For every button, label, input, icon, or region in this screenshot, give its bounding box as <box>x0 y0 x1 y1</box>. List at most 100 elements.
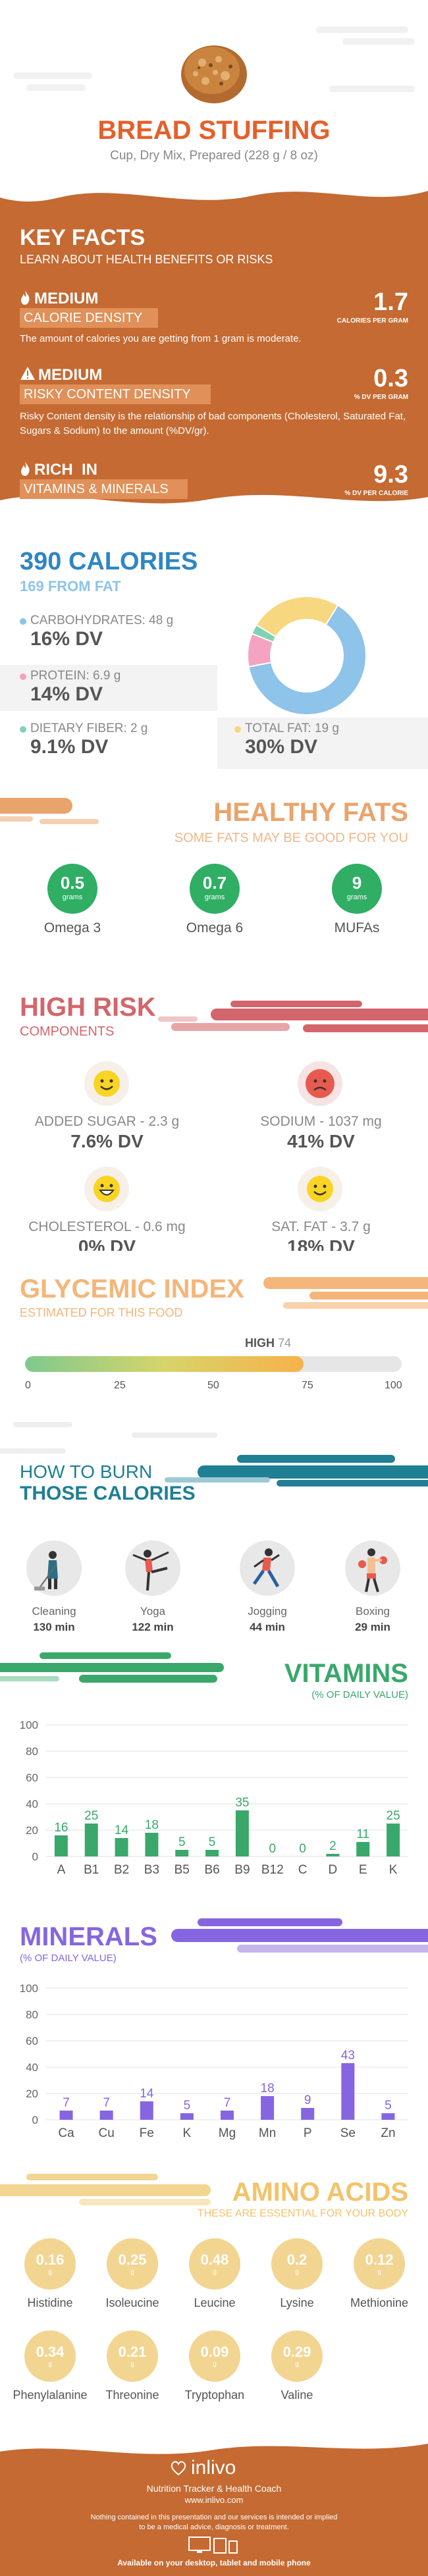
amino-value: 0.48 <box>200 2251 229 2268</box>
phenylalanine-circle: 0.34 g <box>24 2330 76 2382</box>
histidine-circle: 0.16 g <box>24 2238 76 2290</box>
footer-section: inlivo Nutrition Tracker & Health Coach … <box>0 2436 428 2576</box>
glycemic-bar-fill <box>25 1356 304 1372</box>
fiber-dv: 9.1% DV <box>30 736 109 758</box>
bar-value-label: 5 <box>184 2099 191 2113</box>
fact-value: 0.3 <box>373 365 408 392</box>
x-tick-label: Mn <box>259 2126 276 2140</box>
high-risk-title: HIGH RISK <box>20 993 156 1022</box>
vitamin-bar-b1 <box>84 1824 98 1856</box>
cleaning-circle <box>26 1540 82 1596</box>
footer-url[interactable]: www.inlivo.com <box>184 2495 244 2505</box>
mineral-bar-mn <box>261 2096 275 2120</box>
food-title: BREAD STUFFING <box>97 116 331 145</box>
fact-unit: CALORIES PER GRAM <box>336 317 408 325</box>
footer-available: Available on your desktop, tablet and mo… <box>117 2558 311 2567</box>
omega3-unit: grams <box>62 893 83 901</box>
x-tick-label: A <box>57 1863 66 1877</box>
protein-dv: 14% DV <box>30 683 103 705</box>
vitamin-bar-b2 <box>115 1838 128 1856</box>
glycemic-tick: 50 <box>207 1380 219 1391</box>
minerals-subtitle: (% OF DAILY VALUE) <box>20 1953 117 1964</box>
amino-unit: g <box>48 2269 52 2276</box>
calories-from-fat: 169 FROM FAT <box>20 578 121 594</box>
cleaning-icon <box>34 1551 58 1590</box>
jogging-label: Jogging <box>248 1605 287 1617</box>
healthy-fats-section: HEALTHY FATS SOME FATS MAY BE GOOD FOR Y… <box>0 783 428 974</box>
fact-name-bar <box>20 479 188 499</box>
happy-face-icon <box>298 1167 342 1211</box>
fiber-label: DIETARY FIBER: 2 g <box>30 722 148 735</box>
glycemic-level: HIGH <box>245 1336 275 1350</box>
amino-unit: g <box>377 2269 381 2276</box>
bar-value-label: 5 <box>209 1835 216 1849</box>
fact-desc: Risky Content density is the relationshi… <box>20 411 406 436</box>
vitamin-bar-b3 <box>145 1833 159 1856</box>
mineral-bar-zn <box>381 2113 395 2120</box>
burn-title-1: HOW TO BURN <box>20 1461 153 1482</box>
vitamins-subtitle: (% OF DAILY VALUE) <box>311 1689 408 1700</box>
fat-slice <box>255 596 339 638</box>
footer-wave <box>0 2436 428 2454</box>
y-tick-label: 100 <box>20 1719 38 1731</box>
y-tick-label: 40 <box>26 2061 38 2074</box>
omega6-label: Omega 6 <box>186 920 244 935</box>
x-tick-label: D <box>329 1863 338 1877</box>
key-facts-waves <box>0 178 428 520</box>
omega6-unit: grams <box>204 893 225 901</box>
x-tick-label: C <box>298 1863 308 1877</box>
protein-label: PROTEIN: 6.9 g <box>30 669 121 683</box>
mineral-bar-ca <box>59 2111 73 2120</box>
mufas-label: MUFAs <box>334 920 380 935</box>
x-tick-label: Cu <box>99 2126 115 2140</box>
fiber-dot-icon <box>20 726 26 733</box>
protein-row-bg <box>0 665 217 711</box>
cleaning-time: 130 min <box>33 1621 75 1633</box>
fact-level: RICH IN <box>34 461 97 479</box>
amino-unit: g <box>130 2269 134 2276</box>
y-tick-label: 60 <box>26 1772 38 1784</box>
methionine-circle: 0.12 g <box>354 2238 405 2290</box>
y-tick-label: 20 <box>26 2088 38 2100</box>
isoleucine-label: Isoleucine <box>105 2296 159 2309</box>
glycemic-ticks: 0 25 50 75 100 <box>25 1380 402 1396</box>
cholesterol-label: CHOLESTEROL - 0.6 mg <box>28 1219 186 1234</box>
happy-face-icon <box>84 1061 129 1106</box>
key-facts-title: KEY FACTS <box>20 225 146 250</box>
sat-fat-dv: 18% DV <box>287 1236 355 1251</box>
bread-stuffing-image <box>181 45 247 103</box>
threonine-label: Threonine <box>105 2388 159 2402</box>
mufas-circle: 9 grams <box>332 864 382 914</box>
jogging-circle <box>240 1540 295 1596</box>
glycemic-subtitle: ESTIMATED FOR THIS FOOD <box>20 1306 183 1319</box>
omega6-value: 0.7 <box>202 873 227 893</box>
bar-value-label: 14 <box>140 2087 154 2101</box>
mineral-bar-k <box>180 2113 194 2120</box>
mufas-value: 9 <box>352 873 362 893</box>
fact-name: VITAMINS & MINERALS <box>24 482 169 496</box>
vitamins-bar-chart: 02040608010016A25B114B218B35B55B635B90B1… <box>20 1719 408 1877</box>
fact-value: 1.7 <box>373 288 408 316</box>
yoga-time: 122 min <box>132 1621 174 1633</box>
glycemic-value: 74 <box>278 1336 292 1350</box>
threonine-circle: 0.21 g <box>107 2330 158 2382</box>
footer-brand: inlivo <box>191 2457 236 2479</box>
sodium-dv: 41% DV <box>287 1131 355 1151</box>
vitamin-bar-b5 <box>175 1850 189 1856</box>
glycemic-tick: 25 <box>114 1380 126 1391</box>
isoleucine-circle: 0.25 g <box>107 2238 158 2290</box>
fact-name-bar <box>20 308 158 328</box>
yoga-icon <box>132 1550 169 1591</box>
minerals-title: MINERALS <box>20 1922 157 1951</box>
header-background-decor <box>13 26 415 92</box>
mineral-bar-fe <box>140 2101 153 2120</box>
vitamin-bar-b6 <box>205 1850 219 1856</box>
protein-dot-icon <box>20 673 26 680</box>
fat-dv: 30% DV <box>245 736 318 758</box>
x-tick-label: B5 <box>174 1863 190 1877</box>
amino-decor <box>0 2174 211 2205</box>
vitamins-section: VITAMINS (% OF DAILY VALUE) 0 20 40 60 80 100… <box>0 1646 428 1909</box>
x-tick-label: P <box>304 2126 312 2140</box>
vitamin-bar-d <box>326 1854 340 1856</box>
x-tick-label: Mg <box>219 2126 236 2140</box>
